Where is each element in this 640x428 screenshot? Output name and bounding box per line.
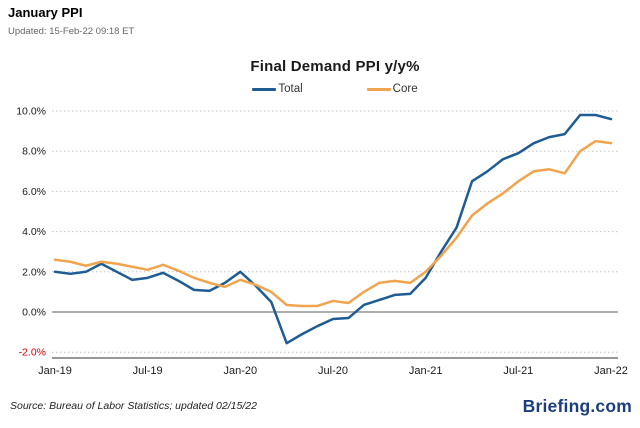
y-tick-label: 10.0%: [16, 106, 46, 118]
chart-title: Final Demand PPI y/y%: [250, 58, 420, 75]
total-line-swatch: [252, 87, 277, 91]
updated-timestamp: Updated: 15-Feb-22 09:18 ET: [8, 26, 135, 37]
legend-item-total: Total: [252, 83, 303, 95]
x-tick-label: Jan-19: [38, 365, 72, 377]
y-tick-label: 6.0%: [22, 186, 46, 198]
page-title: January PPI: [8, 5, 83, 20]
x-tick-label: Jan-22: [594, 365, 628, 377]
x-tick-label: Jan-20: [224, 365, 258, 377]
x-tick-label: Jan-21: [409, 365, 443, 377]
legend-label-total: Total: [278, 83, 303, 95]
y-tick-label: -2.0%: [19, 347, 46, 359]
series-line-total: [53, 113, 613, 345]
chart-legend: Total Core: [52, 83, 618, 95]
briefing-logo: Briefing.com: [522, 396, 632, 416]
series-line-core: [53, 139, 613, 308]
x-tick-label: Jul-20: [318, 365, 348, 377]
source-note: Source: Bureau of Labor Statistics; upda…: [10, 400, 257, 412]
y-tick-label: 2.0%: [22, 266, 46, 278]
legend-label-core: Core: [392, 83, 418, 95]
legend-item-core: Core: [366, 83, 418, 95]
y-tick-label: 4.0%: [22, 226, 46, 238]
x-tick-label: Jul-19: [133, 365, 163, 377]
y-tick-label: 0.0%: [22, 307, 46, 319]
x-tick-label: Jul-21: [503, 365, 533, 377]
y-tick-label: 8.0%: [22, 146, 46, 158]
core-line-swatch: [366, 87, 391, 91]
